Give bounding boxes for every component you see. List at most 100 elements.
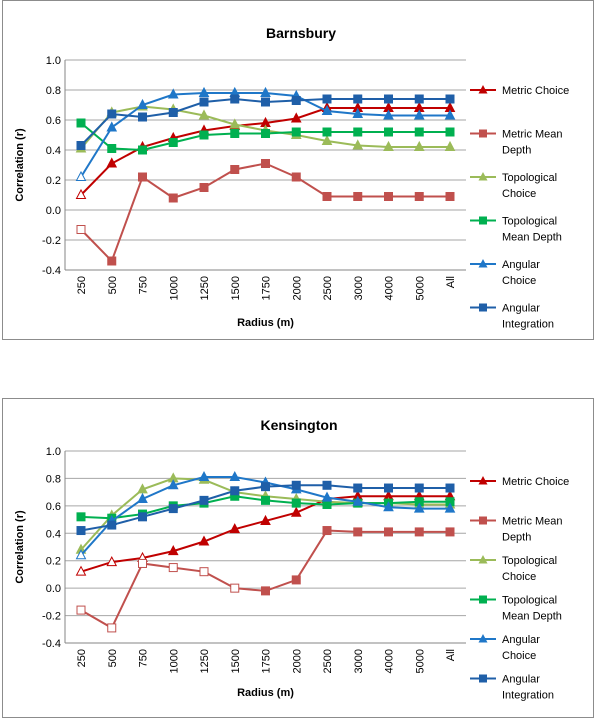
y-tick-label: -0.4 — [42, 638, 61, 650]
data-point — [384, 192, 393, 201]
x-axis-title: Radius (m) — [237, 687, 294, 699]
data-point — [261, 482, 270, 492]
data-point — [230, 583, 240, 593]
legend-marker — [479, 216, 487, 225]
x-tick-label: 2000 — [291, 649, 303, 673]
x-tick-label: 3000 — [353, 649, 365, 673]
data-point — [168, 563, 178, 573]
legend-entry-metric-choice: Metric Choice — [470, 476, 569, 488]
y-tick-label: 0.4 — [46, 528, 61, 540]
y-tick-label: 1.0 — [46, 55, 61, 67]
legend-label: Metric Mean Depth — [502, 516, 563, 544]
data-point — [414, 94, 424, 104]
y-tick-label: 0.6 — [46, 115, 61, 127]
data-point — [230, 486, 240, 496]
legend-label: Metric Mean Depth — [502, 129, 563, 157]
x-tick-label: 750 — [138, 276, 150, 294]
legend-label: Angular Choice — [502, 259, 540, 287]
data-point — [383, 501, 394, 512]
y-axis-title: Correlation (r) — [14, 128, 26, 202]
data-point — [75, 565, 87, 576]
data-point — [291, 96, 301, 105]
data-point — [384, 127, 393, 137]
data-point — [168, 193, 178, 203]
data-point — [137, 98, 148, 109]
legend-marker — [479, 516, 487, 525]
y-tick-label: 0.6 — [46, 501, 61, 513]
data-point — [291, 575, 301, 585]
data-point — [352, 495, 364, 506]
data-point — [322, 94, 332, 104]
data-point — [107, 144, 117, 153]
data-point — [384, 527, 393, 537]
data-point — [353, 483, 363, 493]
y-tick-label: -0.2 — [42, 235, 61, 247]
data-point — [322, 480, 332, 490]
data-point — [138, 112, 147, 122]
x-tick-label: 750 — [138, 649, 150, 667]
legend-entry-metric-choice: Metric Choice — [470, 85, 569, 97]
data-point — [444, 502, 456, 513]
chart-panel-barnsbury: Barnsbury -0.4 -0.2 0.0 0.2 0.4 0.6 0.8 1.0 250 50… — [2, 0, 594, 340]
data-point — [198, 109, 210, 120]
data-point — [291, 480, 301, 490]
legend-marker — [478, 85, 488, 94]
legend-label: Metric Choice — [502, 476, 569, 488]
data-point — [321, 491, 333, 502]
series-metric-mean-depth — [76, 526, 455, 633]
y-tick-label: 0.4 — [46, 145, 61, 157]
x-tick-label: 2500 — [322, 276, 334, 300]
legend-label: Angular Integration — [502, 674, 554, 702]
data-point — [107, 623, 117, 633]
data-point — [168, 108, 178, 117]
data-point — [290, 506, 302, 517]
series-line-metric-mean-depth — [80, 162, 450, 263]
data-point — [413, 140, 425, 151]
data-point — [106, 157, 118, 168]
legend-entry-metric-mean-depth: Metric Mean Depth — [470, 129, 563, 157]
data-point — [199, 567, 209, 577]
data-point — [353, 527, 363, 537]
data-point — [76, 605, 86, 615]
x-tick-label: 1250 — [199, 649, 211, 673]
y-axis-title: Correlation (r) — [14, 510, 26, 584]
data-point — [383, 109, 394, 120]
data-point — [291, 127, 301, 137]
x-tick-label: 1750 — [261, 649, 273, 673]
data-point — [76, 512, 86, 522]
x-tick-label: 250 — [76, 649, 88, 667]
x-axis-title: Radius (m) — [237, 317, 294, 329]
series-angular-integration — [76, 480, 455, 536]
data-point — [261, 159, 270, 168]
legend-label: Angular Integration — [502, 303, 554, 331]
x-tick-label: All — [445, 276, 457, 288]
data-point — [75, 549, 87, 560]
x-tick-label: 250 — [76, 276, 88, 294]
data-point — [198, 535, 210, 546]
legend-entry-topological-mean-depth: Topological Mean Depth — [470, 216, 562, 244]
data-point — [167, 479, 179, 490]
x-tick-label: 2000 — [291, 276, 303, 300]
data-point — [76, 141, 86, 150]
data-point — [199, 495, 209, 505]
data-point — [229, 470, 241, 482]
data-point — [168, 138, 178, 147]
data-point — [198, 86, 210, 97]
data-point — [106, 556, 118, 567]
y-tick-label: 0.2 — [46, 556, 61, 568]
data-point — [138, 172, 147, 182]
data-point — [445, 527, 455, 537]
y-tick-label: 0.8 — [46, 85, 61, 97]
legend-entry-topological-choice: Topological Choice — [470, 555, 557, 583]
data-point — [107, 256, 117, 266]
data-point — [445, 483, 455, 493]
chart-panel-kensington: Kensington -0.4 -0.2 0.0 0.2 0.4 0.6 0.8 1.0 250 5… — [2, 398, 594, 718]
legend-marker — [478, 259, 488, 268]
x-tick-label: 1250 — [199, 276, 211, 300]
data-point — [352, 107, 364, 118]
x-tick-label: 4000 — [384, 649, 396, 673]
series-angular-integration — [76, 94, 455, 150]
legend-marker — [478, 476, 488, 485]
data-point — [352, 139, 364, 150]
data-point — [413, 109, 425, 120]
